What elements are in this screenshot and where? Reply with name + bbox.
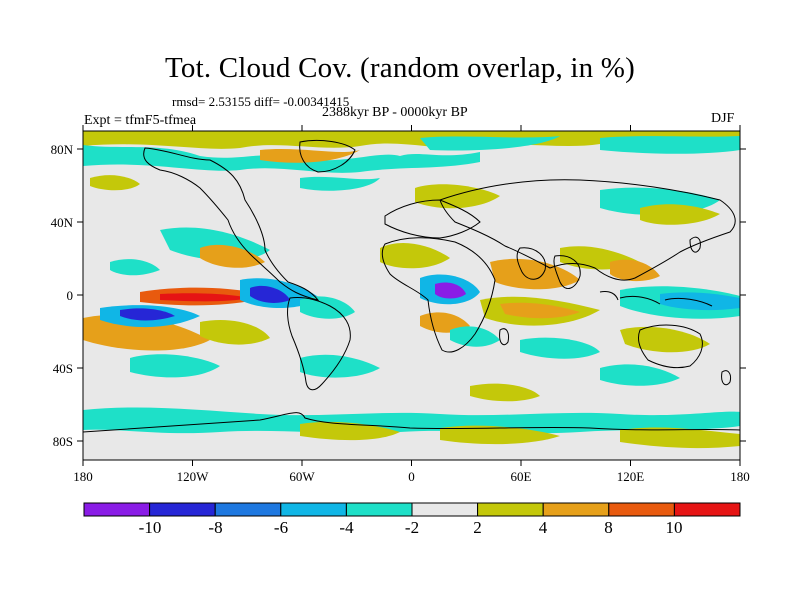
- anomaly-indian-ocean-orange: [500, 302, 580, 319]
- colorbar-label: -6: [274, 518, 288, 537]
- colorbar-swatch: [345, 502, 413, 517]
- anomaly-amazon-cyan: [300, 296, 355, 319]
- anomaly-antarctic-yellow-west: [300, 421, 400, 441]
- x-axis-labels: 180 120W 60W 0 60E 120E 180: [73, 469, 750, 484]
- colorbar-label: -2: [405, 518, 419, 537]
- x-tick-label: 180: [730, 469, 750, 484]
- coastline-north-america: [143, 147, 320, 301]
- colorbar-swatch: [149, 502, 216, 517]
- colorbar-swatch: [608, 502, 675, 517]
- colorbar-swatch: [280, 502, 347, 517]
- axis-tick-marks: [77, 125, 746, 466]
- x-tick-label: 60E: [511, 469, 532, 484]
- season-label: DJF: [711, 111, 735, 126]
- y-tick-label: 40S: [53, 361, 73, 376]
- colorbar-label: -8: [208, 518, 222, 537]
- coastline-japan: [689, 236, 701, 253]
- anomaly-s-atlantic-cyan: [300, 354, 380, 378]
- anomaly-s-africa-cyan: [450, 326, 500, 347]
- anomaly-indochina-orange: [610, 259, 660, 282]
- colorbar-swatch: [214, 502, 282, 517]
- anomaly-se-pacific-cyan: [130, 354, 220, 378]
- anomaly-nepacific-orange: [200, 244, 265, 268]
- anomaly-n-atlantic-cyan: [300, 176, 380, 191]
- colorbar-label: 10: [666, 518, 683, 537]
- colorbar-swatch: [83, 502, 151, 517]
- anomaly-sahara-yellow: [380, 243, 450, 269]
- coastline-maritime-continent: [599, 291, 713, 307]
- y-tick-label: 80N: [51, 142, 74, 157]
- anomaly-arctic-orange: [260, 149, 360, 163]
- anomaly-arctic-cyan-far-east: [600, 136, 740, 154]
- colorbar-swatch: [477, 502, 544, 517]
- anomaly-s-pacific-dark: [120, 308, 175, 321]
- colorbar: [83, 502, 741, 517]
- colorbar-swatch: [411, 502, 479, 517]
- anomaly-arabia-orange: [490, 258, 580, 290]
- x-tick-label: 180: [73, 469, 93, 484]
- coastline-south-america: [287, 297, 351, 391]
- coastline-africa: [381, 237, 496, 353]
- anomaly-eq-pacific-core: [160, 293, 250, 302]
- coastline-arabia: [516, 247, 546, 280]
- anomaly-europe-yellow: [415, 184, 500, 209]
- anomaly-s-pacific-yellow: [200, 319, 270, 345]
- colorbar-label: 2: [473, 518, 482, 537]
- subtitle: 2388kyr BP - 0000kyr BP: [322, 105, 468, 120]
- coastline-antarctica: [83, 412, 740, 433]
- colorbar-swatch: [542, 502, 610, 517]
- y-axis-labels: 80N 40N 0 40S 80S: [51, 142, 74, 449]
- anomaly-asia-yellow: [640, 204, 720, 225]
- anomaly-australia-yellow: [620, 326, 710, 353]
- anomaly-s-australia-cyan: [600, 364, 680, 386]
- experiment-label: Expt = tfmF5-tfmea: [84, 113, 197, 128]
- anomaly-arctic-cyan-east: [420, 136, 560, 151]
- coastline-madagascar: [499, 328, 509, 346]
- x-tick-label: 120W: [177, 469, 210, 484]
- coastline-australia: [637, 324, 703, 369]
- coastline-india: [553, 255, 581, 290]
- y-tick-label: 80S: [53, 434, 73, 449]
- y-tick-label: 0: [67, 288, 74, 303]
- anomaly-n-pacific-yellow: [90, 175, 140, 191]
- colorbar-label: 8: [604, 518, 613, 537]
- anomaly-arctic-band: [83, 131, 740, 149]
- anomaly-congo-purple: [435, 282, 466, 299]
- x-tick-label: 0: [408, 469, 415, 484]
- chart-title: Tot. Cloud Cov. (random overlap, in %): [164, 52, 636, 84]
- colorbar-swatch: [673, 502, 741, 517]
- anomaly-s-indian-cyan: [520, 337, 600, 359]
- anomaly-antarctic-yellow-far-east: [620, 427, 740, 449]
- anomaly-antarctic-cyan: [83, 407, 740, 434]
- anomaly-field: [83, 131, 740, 449]
- coastlines: [83, 139, 740, 433]
- colorbar-label: -10: [139, 518, 162, 537]
- coastline-asia: [439, 179, 736, 281]
- stats-line: rmsd= 2.53155 diff= -0.00341415: [172, 94, 350, 109]
- y-tick-label: 40N: [51, 215, 74, 230]
- coastline-europe: [384, 199, 481, 239]
- colorbar-label: 4: [539, 518, 548, 537]
- colorbar-label: -4: [339, 518, 354, 537]
- coastline-new-zealand: [721, 370, 731, 386]
- anomaly-s-indian-yellow: [470, 383, 540, 402]
- coastline-greenland: [299, 139, 356, 173]
- x-tick-label: 60W: [289, 469, 315, 484]
- colorbar-labels: -10 -8 -6 -4 -2 2 4 8 10: [139, 518, 683, 537]
- anomaly-antarctic-yellow-east: [440, 425, 560, 445]
- x-tick-label: 120E: [617, 469, 645, 484]
- anomaly-hawaii-cyan: [110, 259, 160, 276]
- anomaly-central-america-dark: [250, 285, 290, 303]
